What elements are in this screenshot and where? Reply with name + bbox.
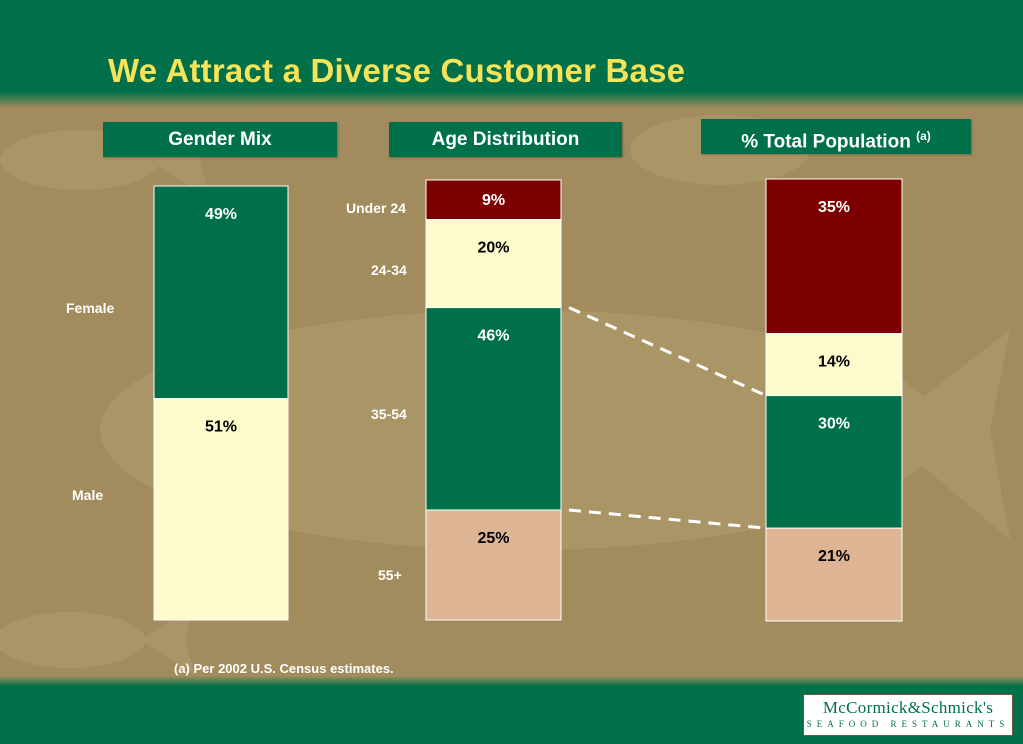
gender-mix-header: Gender Mix	[103, 122, 337, 157]
age-value-label: 46%	[477, 328, 509, 345]
population-value-label: 30%	[818, 416, 850, 433]
gender-mix-header-text: Gender Mix	[168, 129, 272, 150]
age-bar-segment	[425, 219, 562, 309]
age-distribution-header-text: Age Distribution	[431, 129, 580, 150]
age-distribution-header: Age Distribution	[389, 122, 622, 157]
total-population-footnote-marker: (a)	[916, 129, 931, 143]
gender-bar-segment	[153, 185, 289, 400]
gender-bar-segment	[153, 398, 289, 621]
company-logo: McCormick&Schmick's SEAFOOD RESTAURANTS	[803, 694, 1013, 736]
slide-title: We Attract a Diverse Customer Base	[108, 52, 686, 89]
gender-value-label: 51%	[205, 419, 237, 436]
gender-value-label: 49%	[205, 206, 237, 223]
age-bar-segment	[425, 509, 562, 621]
population-bar-segment	[765, 333, 903, 397]
logo-tagline: SEAFOOD RESTAURANTS	[806, 719, 1010, 729]
age-label-55-plus: 55+	[378, 567, 402, 583]
age-label-35-54: 35-54	[371, 406, 407, 422]
total-population-header: % Total Population (a)	[701, 119, 971, 154]
age-value-label: 20%	[477, 240, 509, 257]
population-bar-segment	[765, 178, 903, 335]
census-footnote: (a) Per 2002 U.S. Census estimates.	[174, 661, 394, 676]
logo-name: McCormick&Schmick's	[822, 698, 994, 717]
gender-label-male: Male	[72, 487, 104, 503]
population-bar-segment	[765, 527, 903, 622]
population-value-label: 14%	[818, 354, 850, 371]
age-value-label: 25%	[477, 530, 509, 547]
population-value-label: 21%	[818, 548, 850, 565]
age-bar-segment	[425, 307, 562, 511]
age-value-label: 9%	[482, 192, 505, 209]
population-value-label: 35%	[818, 199, 850, 216]
age-label-24-34: 24-34	[371, 262, 407, 278]
total-population-header-text: % Total Population	[741, 131, 911, 153]
segment-connector-line	[568, 306, 767, 397]
segment-connector-line	[568, 508, 767, 530]
age-label-under-24: Under 24	[346, 200, 406, 216]
population-bar-segment	[765, 395, 903, 529]
gender-label-female: Female	[66, 300, 115, 316]
